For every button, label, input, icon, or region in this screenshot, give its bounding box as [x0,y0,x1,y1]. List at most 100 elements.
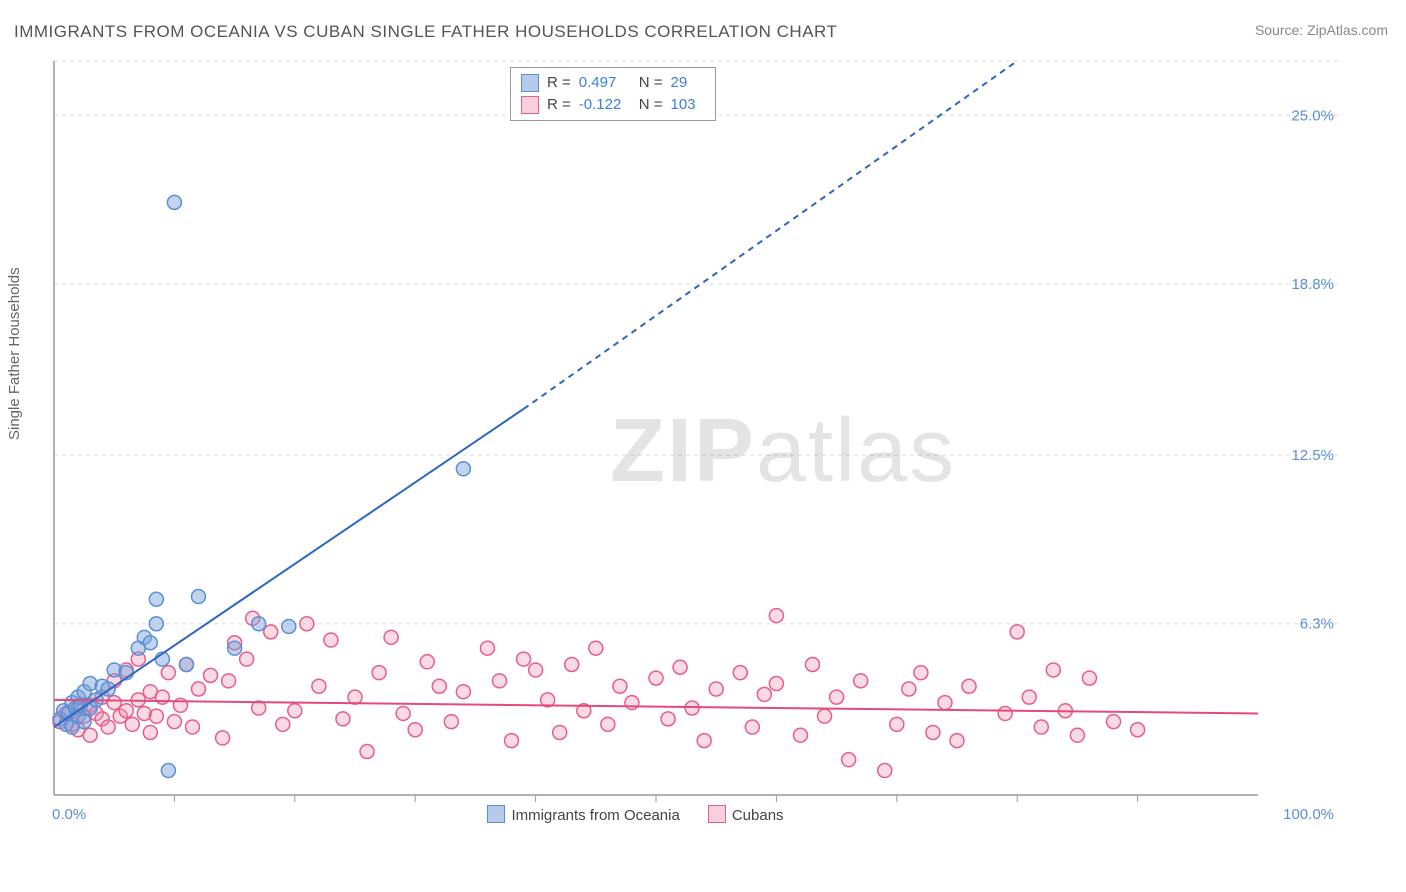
data-point [240,652,254,666]
data-point [1010,625,1024,639]
data-point [252,617,266,631]
data-point [1070,728,1084,742]
data-point [149,617,163,631]
data-point [396,706,410,720]
data-point [854,674,868,688]
data-point [336,712,350,726]
data-point [107,696,121,710]
data-point [143,636,157,650]
data-point [191,682,205,696]
data-point [1082,671,1096,685]
data-point [529,663,543,677]
data-point [818,709,832,723]
data-point [372,666,386,680]
data-point [149,709,163,723]
data-point [276,717,290,731]
data-point [444,715,458,729]
data-point [348,690,362,704]
scatter-chart: 6.3%12.5%18.8%25.0%0.0%100.0% [48,55,1338,835]
data-point [733,666,747,680]
data-point [745,720,759,734]
data-point [938,696,952,710]
data-point [589,641,603,655]
data-point [324,633,338,647]
data-point [998,706,1012,720]
data-point [264,625,278,639]
data-point [191,590,205,604]
data-point [185,720,199,734]
data-point [625,696,639,710]
data-point [1131,723,1145,737]
data-point [167,715,181,729]
data-point [384,630,398,644]
data-point [77,715,91,729]
data-point [149,592,163,606]
data-point [709,682,723,696]
data-point [282,619,296,633]
data-point [601,717,615,731]
data-point [806,658,820,672]
data-point [962,679,976,693]
x-tick-label: 0.0% [52,806,86,823]
legend-item: Immigrants from Oceania [487,805,679,824]
data-point [408,723,422,737]
y-tick-label: 6.3% [1300,616,1334,633]
data-point [505,734,519,748]
data-point [179,658,193,672]
data-point [360,745,374,759]
data-point [161,666,175,680]
data-point [456,462,470,476]
data-point [553,725,567,739]
data-point [613,679,627,693]
data-point [119,704,133,718]
legend-label: Immigrants from Oceania [511,807,679,824]
y-tick-label: 25.0% [1291,107,1334,124]
data-point [101,720,115,734]
data-point [661,712,675,726]
source-link[interactable]: ZipAtlas.com [1307,22,1388,38]
data-point [143,725,157,739]
data-point [216,731,230,745]
data-point [204,668,218,682]
data-point [673,660,687,674]
data-point [161,764,175,778]
source-label: Source: [1255,22,1303,38]
data-point [456,685,470,699]
data-point [697,734,711,748]
data-point [222,674,236,688]
y-axis-label: Single Father Households [6,267,23,440]
legend-swatch [708,805,726,823]
data-point [300,617,314,631]
data-point [517,652,531,666]
data-point [1107,715,1121,729]
data-point [769,609,783,623]
data-point [1046,663,1060,677]
data-point [914,666,928,680]
data-point [830,690,844,704]
data-point [565,658,579,672]
data-point [842,753,856,767]
data-point [769,677,783,691]
data-point [83,728,97,742]
source-attribution: Source: ZipAtlas.com [1255,22,1388,38]
chart-title: IMMIGRANTS FROM OCEANIA VS CUBAN SINGLE … [14,22,837,42]
data-point [757,687,771,701]
data-point [167,195,181,209]
data-point [312,679,326,693]
data-point [649,671,663,685]
data-point [125,717,139,731]
data-point [890,717,904,731]
legend-label: Cubans [732,807,784,824]
data-point [1034,720,1048,734]
data-point [950,734,964,748]
data-point [793,728,807,742]
data-point [902,682,916,696]
data-point [878,764,892,778]
legend-item: Cubans [708,805,784,824]
data-point [228,641,242,655]
data-point [288,704,302,718]
legend-swatch [487,805,505,823]
x-tick-label: 100.0% [1283,806,1334,823]
data-point [480,641,494,655]
y-tick-label: 18.8% [1291,276,1334,293]
